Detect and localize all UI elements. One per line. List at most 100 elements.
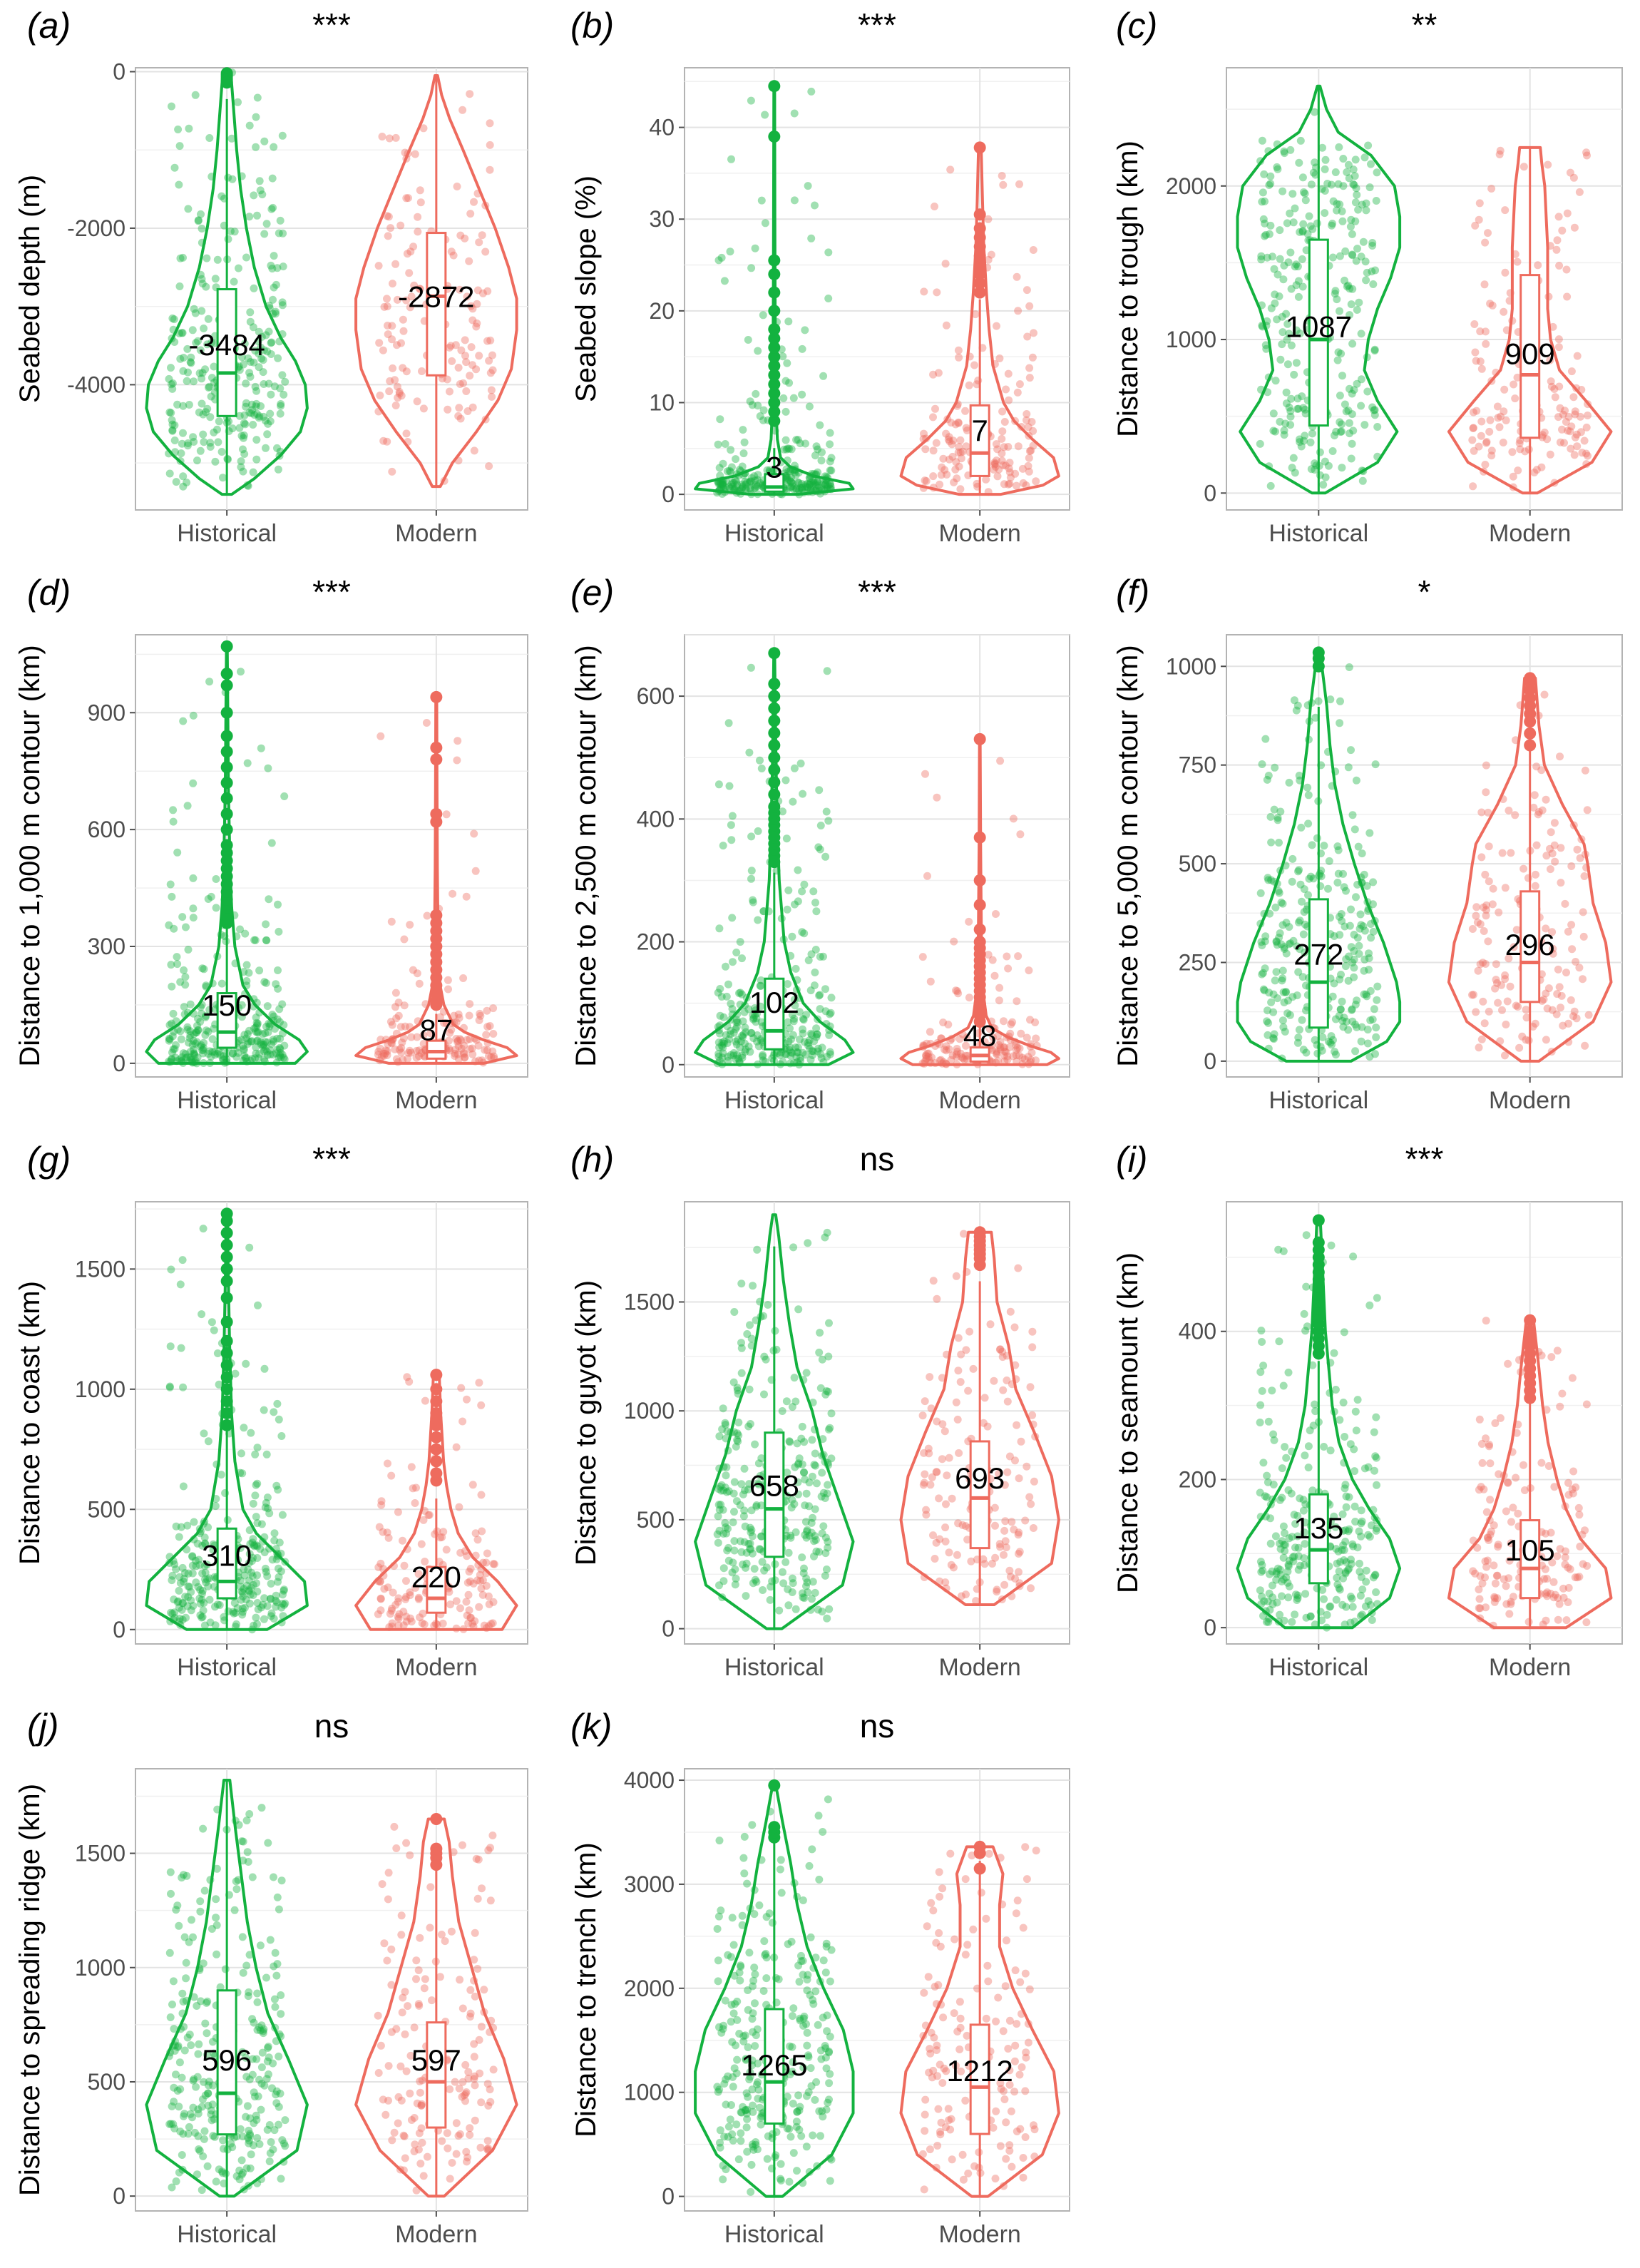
data-point bbox=[180, 2112, 188, 2120]
data-point bbox=[1296, 435, 1303, 444]
data-point bbox=[475, 352, 483, 360]
data-point bbox=[278, 131, 287, 140]
data-point bbox=[1532, 762, 1541, 771]
data-point bbox=[1519, 1461, 1527, 1469]
data-point bbox=[1520, 1486, 1529, 1494]
data-point bbox=[749, 1282, 757, 1290]
data-point bbox=[270, 283, 278, 292]
data-point bbox=[1472, 903, 1481, 911]
data-point bbox=[237, 1449, 245, 1458]
data-point bbox=[1276, 1610, 1284, 1619]
data-point bbox=[186, 358, 195, 367]
data-point bbox=[1013, 481, 1020, 490]
data-point bbox=[747, 663, 755, 672]
data-point bbox=[1283, 320, 1292, 328]
data-point bbox=[274, 1578, 282, 1586]
data-point bbox=[1366, 1016, 1375, 1025]
data-point bbox=[1336, 418, 1344, 426]
data-point bbox=[1584, 1011, 1593, 1019]
data-point bbox=[991, 459, 1000, 468]
data-point bbox=[242, 1359, 250, 1368]
outlier-point bbox=[430, 1455, 443, 1468]
data-point bbox=[270, 143, 278, 151]
data-point bbox=[761, 111, 769, 119]
y-tick-label: 1500 bbox=[624, 1289, 675, 1314]
data-point bbox=[272, 280, 280, 289]
data-point bbox=[210, 1326, 218, 1334]
data-point bbox=[787, 474, 796, 482]
data-point bbox=[397, 1048, 406, 1057]
data-point bbox=[468, 305, 477, 313]
data-point bbox=[805, 1502, 813, 1511]
data-point bbox=[1547, 382, 1556, 391]
data-point bbox=[1366, 1601, 1375, 1609]
data-point bbox=[1355, 924, 1364, 933]
data-point bbox=[240, 1046, 248, 1054]
data-point bbox=[182, 1958, 190, 1967]
data-point bbox=[1294, 1033, 1303, 1042]
panel-label: (i) bbox=[1116, 1140, 1147, 1180]
data-point bbox=[1326, 1446, 1335, 1455]
outlier-point bbox=[220, 777, 233, 790]
data-point bbox=[1495, 908, 1503, 916]
data-point bbox=[463, 1395, 471, 1404]
data-point bbox=[394, 1508, 402, 1516]
data-point bbox=[1348, 811, 1357, 819]
outlier-point bbox=[973, 874, 986, 887]
data-point bbox=[1324, 461, 1333, 470]
data-point bbox=[245, 2126, 253, 2135]
data-point bbox=[1475, 199, 1484, 208]
data-point bbox=[1346, 429, 1353, 438]
data-point bbox=[232, 1053, 241, 1061]
data-point bbox=[262, 936, 271, 944]
data-point bbox=[1485, 427, 1494, 436]
data-point bbox=[956, 1378, 965, 1386]
data-point bbox=[1342, 1503, 1351, 1511]
data-point bbox=[269, 1036, 277, 1044]
data-point bbox=[1266, 481, 1275, 490]
data-point bbox=[179, 482, 188, 491]
outlier-point bbox=[973, 259, 986, 272]
data-point bbox=[272, 307, 280, 316]
data-point bbox=[1015, 1550, 1023, 1558]
data-point bbox=[1519, 163, 1528, 171]
data-point bbox=[1482, 788, 1490, 797]
data-point bbox=[721, 1419, 729, 1427]
data-point bbox=[736, 938, 744, 946]
data-point bbox=[754, 471, 762, 479]
panel-label: (f) bbox=[1116, 573, 1149, 613]
data-point bbox=[169, 1977, 178, 1986]
data-point bbox=[992, 910, 1000, 918]
data-point bbox=[262, 331, 270, 339]
data-point bbox=[191, 309, 200, 317]
data-point bbox=[189, 874, 198, 882]
data-point bbox=[983, 1422, 992, 1431]
data-point bbox=[1506, 982, 1515, 991]
data-point bbox=[165, 1383, 174, 1391]
data-point bbox=[1579, 932, 1588, 941]
data-point bbox=[754, 402, 762, 410]
data-point bbox=[1302, 1613, 1311, 1622]
data-point bbox=[1029, 426, 1037, 435]
data-point bbox=[1344, 976, 1353, 985]
data-point bbox=[1006, 474, 1015, 482]
data-point bbox=[256, 1941, 265, 1950]
data-point bbox=[183, 377, 191, 385]
data-point bbox=[1257, 255, 1266, 264]
data-point bbox=[1339, 155, 1348, 163]
data-point bbox=[1321, 187, 1329, 195]
outlier-point bbox=[220, 823, 233, 836]
outlier-point bbox=[220, 1347, 233, 1359]
data-point bbox=[457, 1384, 466, 1392]
data-point bbox=[923, 872, 931, 880]
data-point bbox=[1018, 464, 1027, 473]
data-point bbox=[929, 413, 937, 422]
data-point bbox=[716, 415, 724, 424]
data-point bbox=[197, 210, 205, 218]
data-point bbox=[376, 732, 385, 740]
data-point bbox=[252, 409, 261, 418]
data-point bbox=[791, 964, 800, 973]
data-point bbox=[956, 436, 965, 444]
